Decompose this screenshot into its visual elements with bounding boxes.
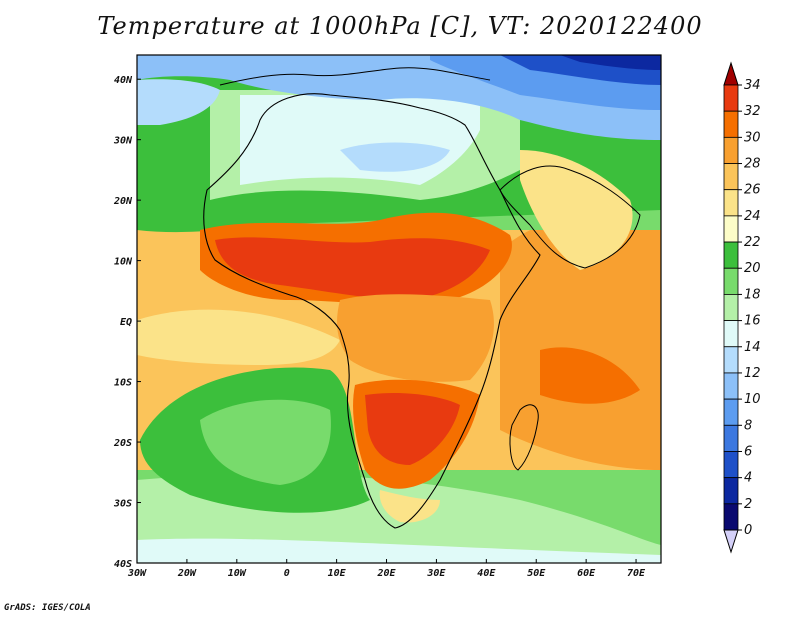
colorbar-swatch <box>723 215 739 243</box>
lat-tick-label: 20S <box>113 438 132 449</box>
plot-frame <box>136 54 662 564</box>
colorbar-label: 30 <box>744 130 761 145</box>
colorbar-label: 2 <box>744 497 752 512</box>
colorbar-label: 24 <box>744 209 761 224</box>
lat-tick-label: 10S <box>114 378 132 389</box>
colorbar-swatch <box>723 372 739 400</box>
colorbar-swatch <box>723 163 739 191</box>
lon-tick-label: 40E <box>477 568 496 579</box>
colorbar-label: 34 <box>744 78 761 93</box>
colorbar-swatch <box>723 267 739 295</box>
lon-tick-label: 0 <box>284 568 290 579</box>
map-title: Temperature at 1000hPa [C], VT: 20201224… <box>97 12 703 40</box>
colorbar-swatch <box>723 477 739 505</box>
colorbar-label: 8 <box>744 418 752 433</box>
colorbar-label: 26 <box>744 183 761 198</box>
lat-tick-label: 10N <box>114 257 133 268</box>
lon-tick-label: 10E <box>328 568 347 579</box>
lon-tick-label: 50E <box>527 568 546 579</box>
colorbar-label: 14 <box>744 340 761 355</box>
colorbar-label: 0 <box>744 523 752 538</box>
field-arabia <box>520 150 633 270</box>
colorbar-label: 16 <box>744 314 761 329</box>
africa-coastline <box>203 93 541 529</box>
colorbar-label: 6 <box>744 444 752 459</box>
lon-tick-label: 20E <box>376 568 396 579</box>
colorbar-label: 18 <box>744 287 761 302</box>
longitude-axis: 30W 20W 10W 0 10E 20E 30E 40E 50E 60E 70E <box>127 559 646 579</box>
lat-tick-label: 40S <box>114 559 132 570</box>
europe-coastline <box>219 67 491 86</box>
lat-tick-label: 40N <box>114 75 133 86</box>
field-indian-ocean-warm <box>540 347 640 404</box>
temperature-field <box>137 55 661 563</box>
colorbar-top-arrow <box>723 61 739 86</box>
colorbar-bottom-arrow <box>723 529 739 554</box>
colorbar-swatch <box>723 294 739 321</box>
colorbar-swatch <box>723 241 739 269</box>
colorbar-label: 4 <box>744 471 752 486</box>
colorbar-label: 20 <box>744 261 761 276</box>
colorbar-swatch <box>723 136 739 164</box>
lon-tick-label: 60E <box>577 568 596 579</box>
colorbar-label: 10 <box>744 392 761 407</box>
field-north-coldest <box>560 55 661 70</box>
field-sahel-hot <box>215 237 490 300</box>
field-cape <box>379 490 440 523</box>
colorbar-swatch <box>723 320 739 348</box>
lat-tick-label: 30S <box>113 499 132 510</box>
lon-tick-label: 30W <box>127 568 147 579</box>
colorbar-swatch <box>723 503 739 531</box>
colorbar-label: 22 <box>744 235 761 250</box>
colorbar-swatch <box>723 189 739 217</box>
credit-label: GrADS: IGES/COLA <box>4 603 91 613</box>
lat-tick-label: 20N <box>113 196 133 207</box>
lon-tick-label: 30E <box>426 568 446 579</box>
colorbar-swatch <box>723 110 739 138</box>
field-indian-ocean <box>500 213 661 470</box>
lon-tick-label: 10W <box>228 568 247 579</box>
colorbar-swatch <box>723 424 739 452</box>
field-south-atlantic-core <box>200 399 331 485</box>
lon-tick-label: 70E <box>627 568 646 579</box>
colorbar-swatch <box>723 346 739 374</box>
colorbar-swatch <box>723 84 739 112</box>
field-south-cold <box>137 538 661 563</box>
colorbar-label: 12 <box>744 366 761 381</box>
colorbar-swatch <box>723 451 739 479</box>
field-north-atlantic <box>137 79 220 125</box>
field-gulf-guinea <box>137 309 340 365</box>
field-congo <box>337 294 494 382</box>
colorbar-swatch <box>723 398 739 426</box>
colorbar-label: 32 <box>744 104 761 119</box>
lon-tick-label: 20W <box>177 568 197 579</box>
latitude-axis: 40N 30N 20N 10N EQ 10S 20S 30S 40S <box>113 75 141 570</box>
arabia-outline <box>499 165 641 269</box>
lat-tick-label: 30N <box>113 136 133 147</box>
field-southern-africa-hot <box>365 393 460 465</box>
madagascar-outline <box>509 404 539 471</box>
lat-tick-label: EQ <box>120 317 132 328</box>
field-sahara-spot <box>340 142 450 172</box>
colorbar-label: 28 <box>744 157 761 172</box>
